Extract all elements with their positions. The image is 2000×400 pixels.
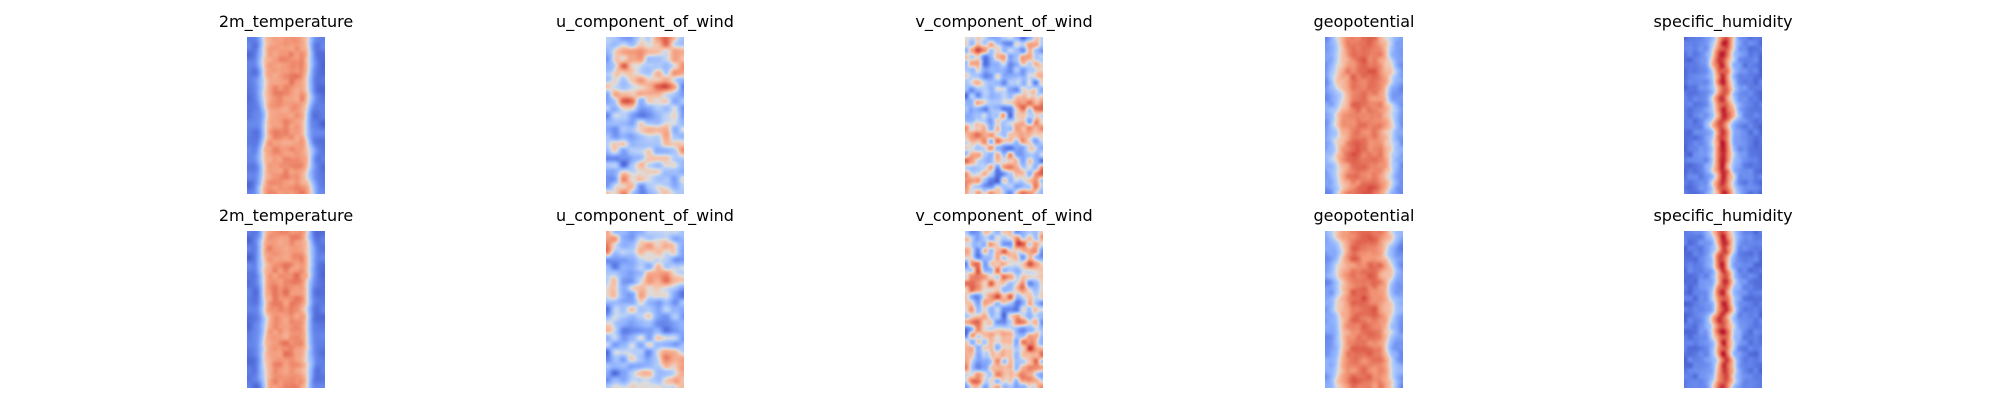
- heatmap-panel-2m-temperature-row1: 2m_temperature: [219, 14, 353, 194]
- panel-title: v_component_of_wind: [915, 206, 1093, 225]
- heatmap-image: [606, 37, 684, 194]
- panel-title: geopotential: [1313, 12, 1415, 31]
- panel-title: u_component_of_wind: [556, 12, 734, 31]
- heatmap-panel-specific-humidity-row2: specific_humidity: [1653, 208, 1793, 388]
- heatmap-panel-v-wind-row1: v_component_of_wind: [915, 14, 1093, 194]
- heatmap-image: [606, 231, 684, 388]
- panel-title: v_component_of_wind: [915, 12, 1093, 31]
- panel-title: 2m_temperature: [218, 12, 354, 31]
- heatmap-panel-u-wind-row1: u_component_of_wind: [556, 14, 734, 194]
- panel-title: specific_humidity: [1653, 206, 1793, 225]
- panel-title: 2m_temperature: [218, 206, 354, 225]
- panel-title: specific_humidity: [1653, 12, 1793, 31]
- heatmap-panel-geopotential-row2: geopotential: [1314, 208, 1414, 388]
- panel-title: geopotential: [1313, 206, 1415, 225]
- heatmap-panel-v-wind-row2: v_component_of_wind: [915, 208, 1093, 388]
- heatmap-panel-u-wind-row2: u_component_of_wind: [556, 208, 734, 388]
- heatmap-image: [1684, 37, 1762, 194]
- heatmap-panel-specific-humidity-row1: specific_humidity: [1653, 14, 1793, 194]
- heatmap-image: [1684, 231, 1762, 388]
- heatmap-image: [1325, 37, 1403, 194]
- heatmap-image: [965, 37, 1043, 194]
- panel-title: u_component_of_wind: [556, 206, 734, 225]
- heatmap-panel-geopotential-row1: geopotential: [1314, 14, 1414, 194]
- heatmap-image: [247, 231, 325, 388]
- heatmap-image: [247, 37, 325, 194]
- heatmap-image: [965, 231, 1043, 388]
- heatmap-panel-2m-temperature-row2: 2m_temperature: [219, 208, 353, 388]
- heatmap-image: [1325, 231, 1403, 388]
